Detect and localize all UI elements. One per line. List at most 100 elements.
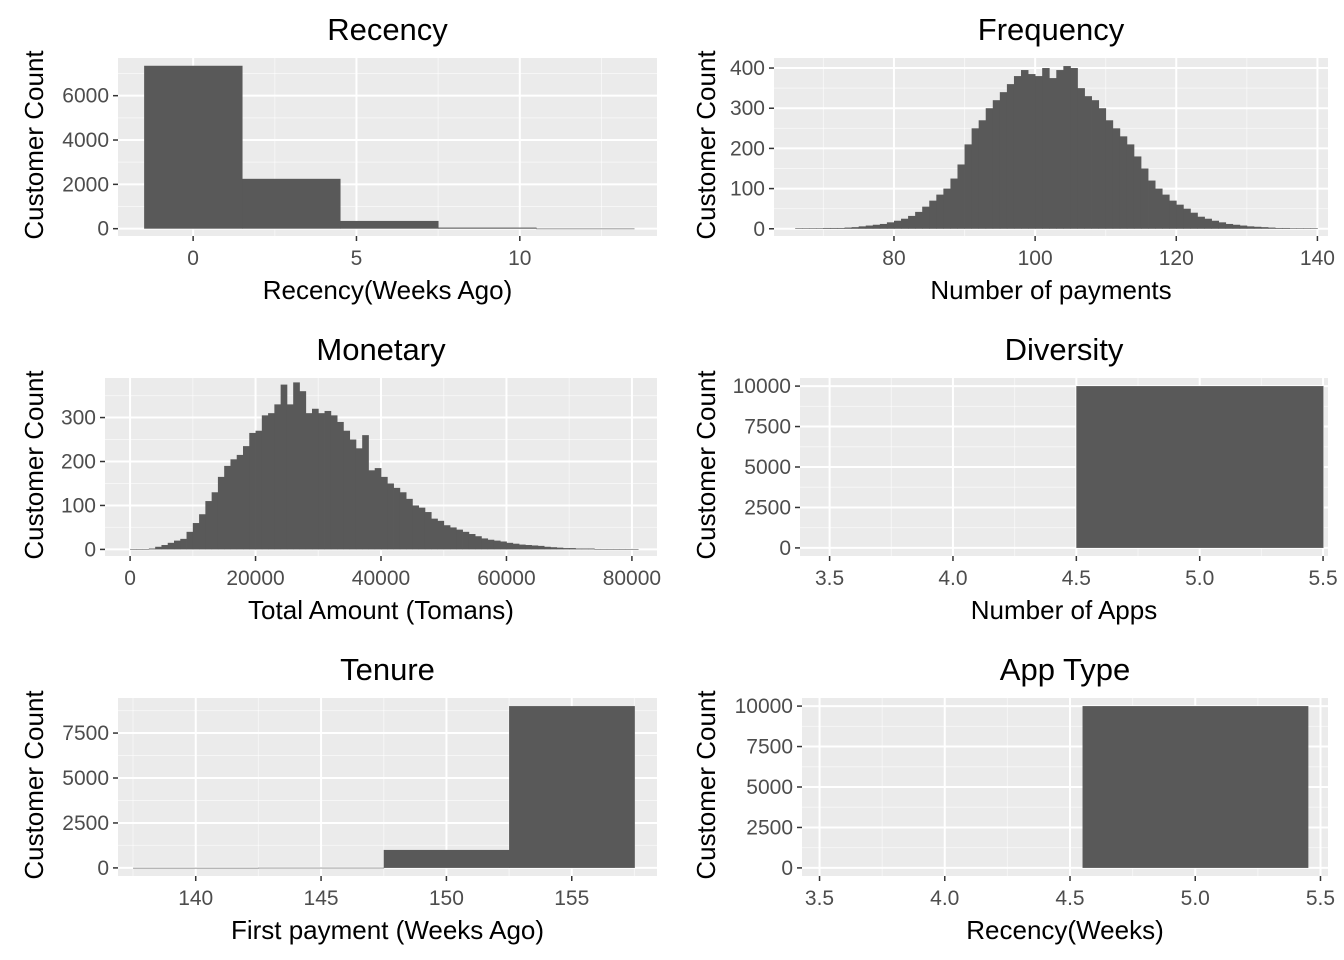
- recency-y-tick-label: 2000: [62, 173, 109, 196]
- app-type-y-tick-label: 0: [781, 857, 793, 880]
- frequency-bar: [1211, 220, 1220, 229]
- monetary-bar: [424, 512, 432, 550]
- monetary-bar: [130, 548, 137, 550]
- frequency-bar: [1013, 76, 1022, 229]
- monetary-bar: [293, 382, 300, 550]
- frequency-bar: [943, 188, 951, 229]
- monetary-x-tick-label: 40000: [352, 567, 410, 590]
- frequency-bar: [1218, 222, 1227, 229]
- monetary-bar: [575, 548, 583, 550]
- tenure-bar: [258, 867, 385, 869]
- monetary-bar: [631, 548, 639, 550]
- app-type-chart: 3.5 4.0 4.5 5.0 5.5 0 2500 5000 7500 10000 App Typ…: [691, 652, 1335, 945]
- monetary-y-tick-label: 100: [61, 494, 96, 517]
- frequency-bar: [1006, 84, 1015, 229]
- monetary-bar: [330, 415, 338, 550]
- frequency-bar: [929, 200, 937, 229]
- monetary-bar: [280, 384, 288, 550]
- frequency-bar: [1296, 228, 1304, 229]
- monetary-bar: [236, 454, 244, 550]
- app-type-bar: [1082, 706, 1309, 868]
- monetary-bar: [192, 523, 200, 550]
- app-type-x-tick-label: 3.5: [805, 887, 834, 910]
- monetary-bar: [418, 507, 426, 550]
- frequency-y-tick-label: 300: [730, 97, 765, 120]
- frequency-bar: [1176, 204, 1184, 229]
- frequency-bar: [1077, 88, 1085, 229]
- frequency-bar: [1049, 78, 1057, 229]
- frequency-bar: [795, 228, 803, 229]
- tenure-x-tick-label: 155: [554, 887, 589, 910]
- monetary-bar: [274, 404, 282, 550]
- monetary-bar: [481, 538, 489, 550]
- monetary-bar: [544, 546, 551, 550]
- app-type-title: App Type: [1000, 652, 1130, 687]
- frequency-bar: [893, 220, 902, 229]
- monetary-bar: [594, 548, 601, 550]
- tenure-x-tick-label: 145: [304, 887, 339, 910]
- frequency-bar: [1056, 70, 1064, 229]
- frequency-bar: [1260, 227, 1269, 229]
- frequency-bar: [985, 108, 994, 229]
- monetary-bar: [569, 548, 576, 550]
- frequency-bar: [915, 211, 923, 229]
- diversity-x-tick-label: 4.0: [938, 567, 967, 590]
- frequency-bar: [936, 194, 944, 229]
- monetary-x-tick-label: 20000: [226, 567, 284, 590]
- monetary-bar: [443, 525, 451, 550]
- frequency-bar: [1063, 66, 1071, 229]
- frequency-bar: [1310, 228, 1318, 229]
- monetary-bar: [136, 548, 144, 550]
- recency-y-tick-label: 0: [97, 218, 109, 241]
- app-type-x-tick-label: 5.0: [1181, 887, 1210, 910]
- monetary-bar: [512, 543, 520, 550]
- frequency-x-tick-label: 140: [1300, 247, 1335, 270]
- frequency-y-tick-label: 200: [730, 137, 765, 160]
- app-type-y-axis-title: Customer Count: [691, 690, 721, 880]
- monetary-bar: [186, 531, 194, 550]
- tenure-y-tick-label: 7500: [62, 722, 109, 745]
- diversity-x-tick-label: 4.5: [1062, 567, 1091, 590]
- frequency-bar: [851, 227, 860, 229]
- frequency-x-axis-title: Number of payments: [930, 275, 1171, 305]
- monetary-bar: [487, 539, 495, 550]
- recency-y-tick-label: 6000: [62, 85, 109, 108]
- frequency-chart: 80 100 120 140 0 100 200 300 400 Frequency Number …: [691, 12, 1335, 305]
- monetary-bar: [431, 518, 438, 550]
- frequency-y-tick-label: 400: [730, 57, 765, 80]
- recency-y-tick-label: 4000: [62, 129, 109, 152]
- tenure-y-tick-label: 5000: [62, 767, 109, 790]
- frequency-bar: [1155, 188, 1163, 229]
- diversity-y-tick-label: 2500: [744, 496, 791, 519]
- frequency-bar: [872, 224, 881, 229]
- monetary-bar: [387, 483, 394, 550]
- diversity-title: Diversity: [1005, 332, 1124, 367]
- frequency-x-tick-label: 120: [1159, 247, 1194, 270]
- monetary-bar: [500, 541, 507, 550]
- frequency-bar: [1028, 74, 1036, 229]
- diversity-y-tick-label: 10000: [733, 375, 791, 398]
- monetary-chart: 0 20000 40000 60000 80000 0 100 200 300 Monetary T…: [19, 332, 661, 625]
- frequency-x-tick-label: 100: [1018, 247, 1053, 270]
- monetary-bar: [343, 430, 351, 550]
- app-type-x-tick-label: 4.0: [930, 887, 959, 910]
- monetary-x-tick-label: 60000: [477, 567, 535, 590]
- monetary-bar: [142, 548, 150, 550]
- monetary-bar: [562, 548, 570, 550]
- diversity-x-tick-label: 5.5: [1308, 567, 1337, 590]
- frequency-bar: [1197, 216, 1205, 229]
- frequency-bar: [1091, 100, 1100, 229]
- frequency-bar: [908, 215, 916, 229]
- tenure-title: Tenure: [340, 652, 435, 687]
- frequency-bar: [1021, 70, 1029, 229]
- frequency-bar: [1133, 156, 1142, 229]
- monetary-bar: [224, 465, 231, 550]
- recency-x-tick-label: 0: [187, 247, 199, 270]
- diversity-y-tick-label: 7500: [744, 416, 791, 439]
- frequency-bar: [1148, 180, 1156, 229]
- monetary-bar: [249, 432, 256, 550]
- frequency-bar: [865, 225, 874, 229]
- monetary-bar: [305, 413, 313, 550]
- frequency-bar: [971, 128, 980, 229]
- frequency-bar: [886, 222, 895, 229]
